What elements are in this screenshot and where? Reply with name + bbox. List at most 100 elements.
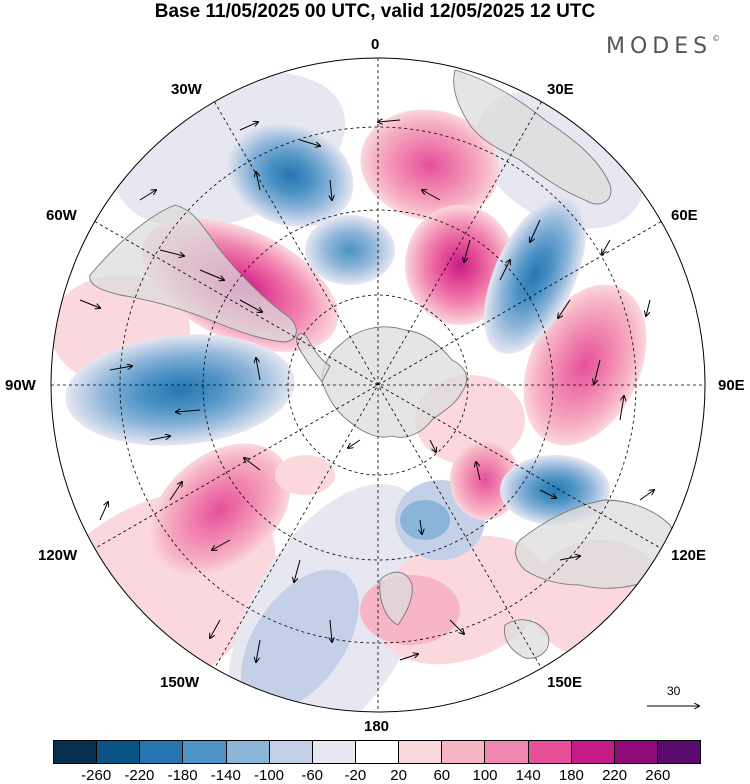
lon-label-150w: 150W <box>160 674 200 691</box>
colorbar-tick-label: 180 <box>558 767 584 784</box>
brand-mark: © <box>712 34 721 43</box>
anomaly-weak-pos <box>275 455 335 495</box>
wind-vector <box>330 179 332 200</box>
wind-vector <box>476 462 481 481</box>
wind-vector <box>559 556 580 561</box>
colorbar-swatch <box>183 741 227 763</box>
colorbar-swatch <box>312 741 356 763</box>
meridian-30 <box>214 101 542 669</box>
wind-vector <box>149 436 170 441</box>
wind-vector <box>159 249 184 256</box>
wind-vector <box>176 410 201 412</box>
wind-vector <box>199 269 224 280</box>
map-border <box>50 57 706 713</box>
wind-vector <box>210 619 221 638</box>
wind-vector <box>449 619 464 634</box>
lon-label-30w: 30W <box>171 81 202 98</box>
wind-vector <box>294 559 301 582</box>
new-zealand <box>379 571 413 626</box>
lon-label-120w: 120W <box>38 547 78 564</box>
chart-title: Base 11/05/2025 00 UTC, valid 12/05/2025… <box>154 1 596 22</box>
antarctic-peninsula <box>296 333 331 383</box>
south-america <box>89 204 297 343</box>
colorbar <box>53 740 701 764</box>
colorbar-tick-label: -100 <box>253 767 285 784</box>
colorbar-tick-label: -220 <box>124 767 155 784</box>
map-content <box>51 58 705 712</box>
lon-label-120e: 120E <box>671 547 707 564</box>
tasmania <box>504 619 550 659</box>
wind-vector <box>239 299 262 312</box>
colorbar-tick-label: -180 <box>167 767 198 784</box>
anomaly-negative-south-atlantic-west <box>226 123 354 227</box>
reference-vector-label: 30 <box>667 684 681 698</box>
wind-vector <box>239 122 258 131</box>
colorbar-swatch <box>657 741 701 763</box>
colorbar-tick-label: 60 <box>433 767 451 784</box>
wind-vector <box>169 482 182 501</box>
wind-vector <box>256 172 261 191</box>
wind-vector <box>429 439 436 452</box>
wind-vector <box>79 299 100 308</box>
colorbar-tick-label: -140 <box>210 767 241 784</box>
colorbar-tick-label: 260 <box>645 767 671 784</box>
wind-vector <box>99 502 108 521</box>
wind-vector <box>256 358 261 381</box>
colorbar-tick-label: -20 <box>344 767 367 784</box>
wind-vector <box>646 299 651 316</box>
colorbar-swatch <box>485 741 529 763</box>
wind-vector <box>530 219 541 242</box>
anomaly-positive-indian-ocean <box>523 284 647 446</box>
lon-label-180: 180 <box>364 718 390 735</box>
brand-text: MODES <box>606 34 713 59</box>
lon-label-90w: 90W <box>5 377 36 394</box>
colorbar-swatch <box>140 741 184 763</box>
lon-label-30e: 30E <box>547 81 574 98</box>
wind-vector <box>244 458 261 471</box>
lon-label-150e: 150E <box>547 674 583 691</box>
colorbar-swatch <box>442 741 486 763</box>
wind-vector <box>558 299 571 318</box>
lon-label-60w: 60W <box>46 207 77 224</box>
wind-vector <box>299 139 320 146</box>
colorbar-tick-label: -60 <box>301 767 324 784</box>
anomaly-positive-south-pacific <box>149 443 291 577</box>
wind-vector <box>422 190 441 201</box>
colorbar-swatch <box>226 741 270 763</box>
wind-vector <box>602 239 611 254</box>
wind-vector <box>330 619 332 642</box>
wind-vector <box>639 490 654 501</box>
anomaly-positive-south-atlantic-center <box>360 109 500 221</box>
lon-label-90e: 90E <box>718 377 745 394</box>
landmasses <box>89 69 675 659</box>
colorbar-tick-label: 220 <box>602 767 628 784</box>
graticule <box>51 58 705 712</box>
colorbar-tick-label: 20 <box>390 767 407 784</box>
colorbar-swatch <box>269 741 313 763</box>
lon-label-60e: 60E <box>671 207 698 224</box>
wind-vector <box>464 239 471 262</box>
anomaly-negative-south-atlantic-south <box>305 215 395 285</box>
meridian-60 <box>94 221 662 549</box>
anomaly-negative-south-indian <box>483 196 587 354</box>
anomaly-weak-neg <box>241 569 359 711</box>
colorbar-swatch <box>399 741 443 763</box>
anomaly-negative-small <box>400 500 450 540</box>
colorbar-swatch <box>571 741 615 763</box>
wind-vector <box>348 439 361 448</box>
colorbar-swatch <box>54 741 98 763</box>
wind-vector <box>109 366 132 371</box>
africa <box>453 69 612 205</box>
wind-vector <box>420 519 422 534</box>
colorbar-swatch <box>614 741 658 763</box>
meridian-60 <box>94 221 662 549</box>
wind-vector <box>619 396 624 421</box>
modes-logo: MODES© <box>606 34 720 59</box>
colorbar-swatch <box>97 741 141 763</box>
wind-vector <box>378 120 401 122</box>
wind-vector <box>594 359 601 384</box>
wind-vector <box>399 654 418 661</box>
lon-label-0: 0 <box>371 36 380 53</box>
colorbar-swatch <box>528 741 572 763</box>
colorbar-tick-label: 100 <box>472 767 498 784</box>
